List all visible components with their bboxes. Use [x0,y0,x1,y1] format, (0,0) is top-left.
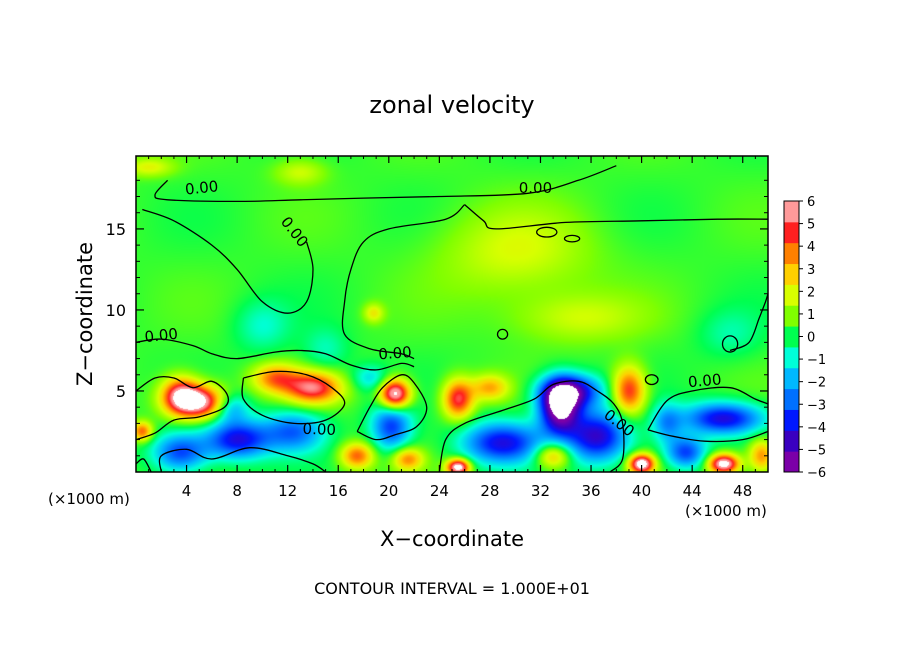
contour-line [341,204,466,360]
colorbar-swatch [784,430,799,452]
x-tick-label: 36 [581,482,600,500]
colorbar-swatch [784,263,799,285]
contour-loop [496,328,509,340]
x-tick-label: 16 [329,482,348,500]
colorbar-swatch [784,326,799,348]
contour-lines [135,165,769,473]
colorbar-tick-label: 0 [807,331,815,346]
x-tick-label: 28 [480,482,499,500]
y-tick-label: 10 [106,301,126,320]
y-axis-ticks: 5 10 15 [106,179,768,457]
colorbar-swatch [784,284,799,306]
colorbar-swatch [784,367,799,390]
x-tick-label: 32 [531,482,550,500]
contour-label: 0.00 [378,343,413,363]
colorbar-swatch [784,201,799,223]
contour-line [154,165,617,203]
x-unit-label-left: (×1000 m) [48,490,130,508]
colorbar-tick-label: 2 [807,285,815,300]
colorbar-tick-label: 6 [807,195,815,210]
colorbar-swatch [784,451,799,473]
x-tick-label: 4 [182,482,192,500]
colorbar-swatch [784,346,799,369]
contour-line [438,380,625,473]
x-tick-label: 20 [379,482,398,500]
contour-label: 0.00 [687,370,722,391]
contour-line [356,374,428,441]
y-tick-label: 5 [116,382,126,401]
colorbar-tick-label: 3 [807,263,815,278]
x-axis-ticks: 4 8 12 16 20 24 28 32 36 40 44 48 [148,156,756,500]
contour-loop [563,234,581,243]
contour-line [135,375,229,441]
heatmap-area [136,156,768,472]
x-tick-label: 8 [232,482,242,500]
colorbar-swatch [784,305,799,327]
contour-label: 0.00 [184,177,219,198]
x-tick-label: 24 [430,482,449,500]
contour-loop [721,335,739,353]
contour-line [158,447,326,473]
contour-label: 0.00 [144,325,179,346]
colorbar-tick-label: −1 [807,353,826,368]
contour-line [135,338,415,371]
contour-loop [644,374,659,386]
x-unit-label-right: (×1000 m) [685,502,767,520]
contour-loop [536,226,558,238]
colorbar-tick-label: 4 [807,240,815,255]
y-axis-label: Z−coordinate [73,242,97,386]
colorbar-tick-label: −5 [807,443,826,458]
colorbar-tick-label: −6 [807,466,826,481]
x-tick-label: 40 [632,482,651,500]
colorbar-tick-label: −2 [807,376,826,391]
contour-label: 0.00 [519,179,552,197]
contour-line [647,386,769,431]
colorbar-swatch [784,221,799,244]
colorbar-tick-label: 1 [807,308,815,323]
colorbar: 6 5 4 3 2 1 0 −1 −2 −3 −4 −5 −6 [783,195,826,481]
contour-line [142,208,314,314]
colorbar-swatch [784,242,799,265]
x-tick-label: 12 [278,482,297,500]
contour-interval-footer: CONTOUR INTERVAL = 1.000E+01 [314,579,590,598]
contour-line [729,293,769,352]
x-tick-label: 48 [733,482,752,500]
colorbar-swatch [784,388,799,410]
x-tick-label: 44 [683,482,702,500]
colorbar-tick-label: −4 [807,421,826,436]
contour-label: 0.00 [302,420,336,439]
contour-line [464,204,769,230]
contour-line [135,458,152,473]
heatmap-canvas [136,156,768,472]
x-axis-label: X−coordinate [380,527,524,551]
colorbar-swatch [784,409,799,431]
contour-line [647,429,769,443]
y-tick-label: 15 [106,220,126,239]
contour-line [241,370,346,425]
chart-title: zonal velocity [369,91,534,119]
colorbar-tick-label: 5 [807,218,815,233]
colorbar-tick-label: −3 [807,398,826,413]
